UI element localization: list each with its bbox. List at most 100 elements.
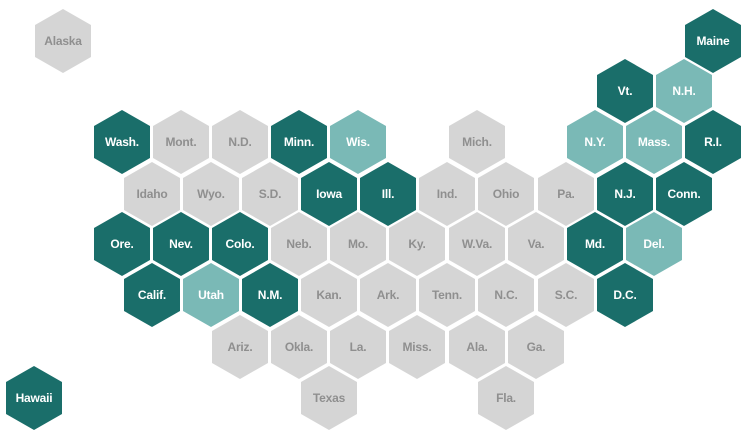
state-tile-okla[interactable]: Okla.	[271, 315, 327, 379]
state-label: Hawaii	[15, 391, 53, 405]
state-label: Va.	[527, 237, 545, 251]
state-tile-va[interactable]: Va.	[508, 212, 564, 276]
state-tile-ind[interactable]: Ind.	[419, 162, 475, 226]
state-tile-d-c[interactable]: D.C.	[597, 263, 653, 327]
state-tile-ky[interactable]: Ky.	[389, 212, 445, 276]
state-tile-neb[interactable]: Neb.	[271, 212, 327, 276]
state-label: N.M.	[257, 288, 283, 302]
state-label: Kan.	[316, 288, 342, 302]
state-tile-utah[interactable]: Utah	[183, 263, 239, 327]
state-label: Calif.	[137, 288, 167, 302]
state-tile-alaska[interactable]: Alaska	[35, 9, 91, 73]
state-label: N.Y.	[584, 135, 606, 149]
state-label: R.I.	[704, 135, 722, 149]
state-tile-del[interactable]: Del.	[626, 212, 682, 276]
state-label: Alaska	[44, 34, 82, 48]
state-tile-w-va[interactable]: W.Va.	[449, 212, 505, 276]
state-tile-calif[interactable]: Calif.	[124, 263, 180, 327]
state-tile-tenn[interactable]: Tenn.	[419, 263, 475, 327]
state-tile-ala[interactable]: Ala.	[449, 315, 505, 379]
state-tile-ill[interactable]: Ill.	[360, 162, 416, 226]
state-label: Neb.	[286, 237, 312, 251]
state-tile-la[interactable]: La.	[330, 315, 386, 379]
state-label: Ga.	[526, 340, 546, 354]
state-label: Ill.	[381, 187, 395, 201]
state-tile-ga[interactable]: Ga.	[508, 315, 564, 379]
state-tile-ohio[interactable]: Ohio	[478, 162, 534, 226]
state-label: Ind.	[436, 187, 458, 201]
state-label: Vt.	[617, 84, 633, 98]
state-label: N.D.	[228, 135, 252, 149]
state-label: N.H.	[672, 84, 696, 98]
state-tile-wyo[interactable]: Wyo.	[183, 162, 239, 226]
state-tile-miss[interactable]: Miss.	[389, 315, 445, 379]
state-label: Ore.	[110, 237, 134, 251]
state-tile-n-y[interactable]: N.Y.	[567, 110, 623, 174]
state-tile-vt[interactable]: Vt.	[597, 59, 653, 123]
state-tile-pa[interactable]: Pa.	[538, 162, 594, 226]
state-tile-mo[interactable]: Mo.	[330, 212, 386, 276]
state-label: Nev.	[169, 237, 193, 251]
state-label: Ky.	[408, 237, 426, 251]
state-tile-ark[interactable]: Ark.	[360, 263, 416, 327]
state-tile-md[interactable]: Md.	[567, 212, 623, 276]
state-label: Md.	[584, 237, 606, 251]
state-label: Maine	[696, 34, 730, 48]
state-label: Miss.	[402, 340, 432, 354]
state-tile-minn[interactable]: Minn.	[271, 110, 327, 174]
state-label: Ariz.	[227, 340, 253, 354]
state-tile-n-c[interactable]: N.C.	[478, 263, 534, 327]
state-tile-iowa[interactable]: Iowa	[301, 162, 357, 226]
state-label: Colo.	[225, 237, 255, 251]
state-tile-wash[interactable]: Wash.	[94, 110, 150, 174]
state-tile-conn[interactable]: Conn.	[656, 162, 712, 226]
state-label: Pa.	[557, 187, 575, 201]
state-label: Tenn.	[431, 288, 463, 302]
state-tile-s-d[interactable]: S.D.	[242, 162, 298, 226]
state-label: Mo.	[347, 237, 369, 251]
state-tile-ariz[interactable]: Ariz.	[212, 315, 268, 379]
state-label: Ark.	[376, 288, 400, 302]
state-tile-mich[interactable]: Mich.	[449, 110, 505, 174]
state-label: Mont.	[165, 135, 197, 149]
state-label: Wyo.	[197, 187, 225, 201]
state-tile-colo[interactable]: Colo.	[212, 212, 268, 276]
state-label: Fla.	[496, 391, 516, 405]
state-label: S.C.	[554, 288, 578, 302]
state-label: Mich.	[462, 135, 492, 149]
state-tile-n-d[interactable]: N.D.	[212, 110, 268, 174]
state-tile-r-i[interactable]: R.I.	[685, 110, 741, 174]
state-label: Wis.	[346, 135, 370, 149]
state-tile-n-h[interactable]: N.H.	[656, 59, 712, 123]
state-label: Ala.	[466, 340, 488, 354]
state-tile-n-j[interactable]: N.J.	[597, 162, 653, 226]
state-label: Del.	[643, 237, 665, 251]
state-label: S.D.	[258, 187, 282, 201]
state-label: N.J.	[614, 187, 636, 201]
state-label: Ohio	[492, 187, 520, 201]
state-tile-s-c[interactable]: S.C.	[538, 263, 594, 327]
state-label: W.Va.	[461, 237, 493, 251]
state-tile-n-m[interactable]: N.M.	[242, 263, 298, 327]
state-tile-maine[interactable]: Maine	[685, 9, 741, 73]
state-label: N.C.	[494, 288, 518, 302]
state-label: D.C.	[613, 288, 637, 302]
state-tile-mass[interactable]: Mass.	[626, 110, 682, 174]
state-tile-fla[interactable]: Fla.	[478, 366, 534, 430]
state-tile-wis[interactable]: Wis.	[330, 110, 386, 174]
state-tile-ore[interactable]: Ore.	[94, 212, 150, 276]
state-label: Conn.	[667, 187, 701, 201]
state-label: Texas	[312, 391, 346, 405]
state-label: Okla.	[284, 340, 314, 354]
state-label: Wash.	[105, 135, 139, 149]
state-label: Idaho	[136, 187, 168, 201]
state-tile-mont[interactable]: Mont.	[153, 110, 209, 174]
state-tile-texas[interactable]: Texas	[301, 366, 357, 430]
state-label: Minn.	[283, 135, 315, 149]
state-tile-kan[interactable]: Kan.	[301, 263, 357, 327]
state-tile-idaho[interactable]: Idaho	[124, 162, 180, 226]
state-tile-nev[interactable]: Nev.	[153, 212, 209, 276]
state-tile-hawaii[interactable]: Hawaii	[6, 366, 62, 430]
state-label: La.	[349, 340, 367, 354]
